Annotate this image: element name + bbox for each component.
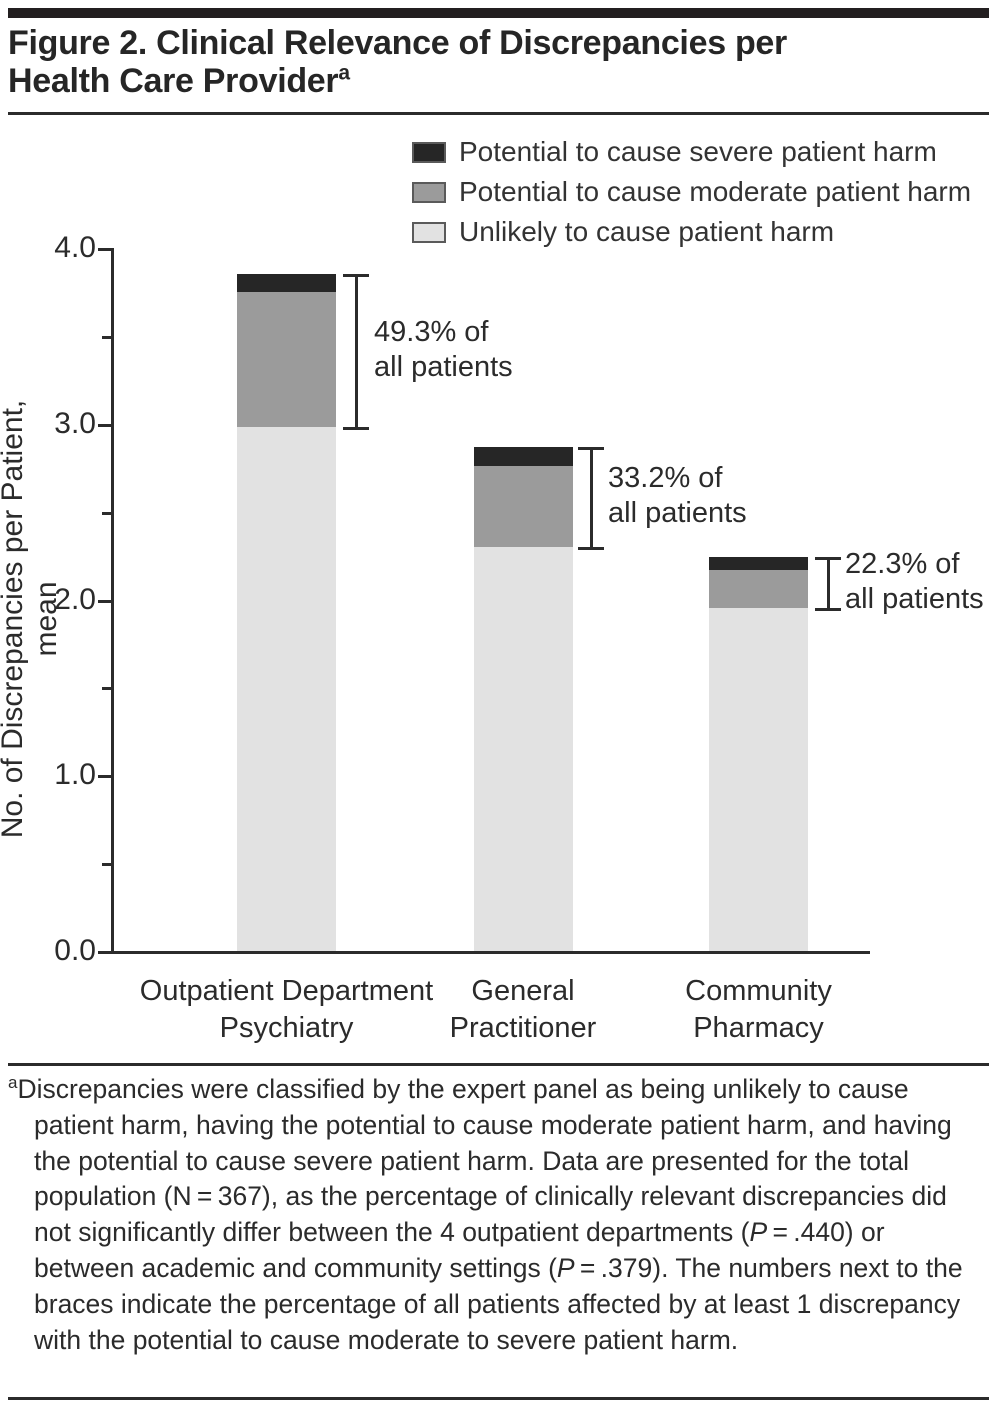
bar-segment (473, 546, 573, 951)
y-axis-major-tick (98, 775, 111, 779)
footnote-italic-segment: P (556, 1252, 575, 1283)
legend-label: Unlikely to cause patient harm (459, 216, 835, 247)
legend-item-severe: Potential to cause severe patient harm (412, 136, 937, 167)
footnote-superscript: a (8, 1073, 18, 1093)
figure-title-line2: Health Care Provider (8, 62, 339, 100)
legend-swatch-moderate-icon (412, 181, 446, 203)
figure-title-line1: Figure 2. Clinical Relevance of Discrepa… (8, 24, 787, 62)
brace-cap-top (578, 446, 604, 450)
bar-segment (237, 427, 336, 951)
y-axis-minor-tick (102, 511, 111, 515)
brace-cap-top (815, 557, 841, 561)
y-axis-major-tick (98, 248, 111, 251)
x-axis-line (108, 951, 870, 954)
brace-cap-bottom (578, 546, 604, 550)
y-axis-tick-label: 0.0 (54, 934, 96, 967)
legend-label: Potential to cause severe patient harm (459, 136, 937, 167)
y-axis-tick-label: 2.0 (54, 582, 96, 616)
bar-segment (709, 569, 808, 609)
title-rule (8, 112, 989, 115)
x-axis-category-line: Outpatient Department (139, 975, 434, 1007)
y-axis-major-tick (98, 599, 111, 603)
brace-annotation-label: 49.3% of all patients (374, 315, 513, 385)
brace-annotation-label: 22.3% of all patients (845, 547, 984, 617)
legend-swatch-unlikely-icon (412, 221, 446, 243)
x-axis-category-label: Community Pharmacy (599, 973, 919, 1047)
x-axis-category-line: Psychiatry (219, 1012, 354, 1044)
brace-line (590, 446, 593, 547)
legend-item-unlikely: Unlikely to cause patient harm (412, 216, 834, 247)
footnote-segment: = .440) or between academic and communit… (34, 1217, 885, 1283)
y-axis-minor-tick (102, 335, 111, 339)
brace-cap-bottom (815, 608, 841, 612)
brace-annotation-line: 22.3% of (845, 547, 960, 580)
footnote-segment: = .379). The numbers next to the braces … (34, 1252, 963, 1355)
bar-segment (237, 291, 336, 428)
x-axis-category-line: Practitioner (449, 1012, 597, 1044)
y-axis-major-tick (98, 423, 111, 427)
x-axis-category-label: General Practitioner (363, 973, 683, 1047)
bar-segment (709, 608, 808, 951)
y-axis-tick-label: 4.0 (54, 231, 96, 264)
y-axis-line (111, 248, 114, 954)
top-rule (8, 8, 989, 18)
bar-segment (237, 274, 336, 292)
brace-annotation-label: 33.2% of all patients (608, 461, 747, 531)
brace-cap-bottom (343, 427, 369, 431)
y-axis-major-tick (98, 951, 111, 954)
brace-annotation-line: 49.3% of (374, 315, 489, 348)
legend-label: Potential to cause moderate patient harm (459, 176, 972, 207)
footnote-segment: Discrepancies were classified by the exp… (17, 1074, 952, 1248)
x-axis-category-line: Pharmacy (693, 1012, 824, 1044)
legend-item-moderate: Potential to cause moderate patient harm (412, 176, 971, 207)
y-axis-tick-label: 3.0 (54, 406, 96, 440)
x-axis-category-line: Community (685, 975, 832, 1007)
bar-segment (473, 465, 573, 547)
x-axis-category-label: Outpatient Department Psychiatry (127, 973, 447, 1047)
y-axis-minor-tick (102, 687, 111, 691)
footnote-italic-segment: P (749, 1217, 768, 1248)
footnote: aDiscrepancies were classified by the ex… (8, 1072, 984, 1358)
brace-line (827, 557, 830, 609)
bottom-rule (8, 1397, 989, 1400)
y-axis-tick-label: 1.0 (54, 758, 96, 792)
figure-title-superscript: a (338, 61, 350, 85)
legend-swatch-severe-icon (412, 141, 446, 163)
footnote-rule (8, 1063, 989, 1066)
y-axis-minor-tick (102, 863, 111, 867)
brace-annotation-line: all patients (845, 582, 984, 615)
brace-annotation-line: all patients (608, 496, 747, 529)
figure-title: Figure 2. Clinical Relevance of Discrepa… (8, 24, 983, 100)
brace-annotation-line: 33.2% of (608, 461, 723, 494)
bar-segment (473, 446, 573, 466)
x-axis-category-line: General (471, 975, 575, 1007)
bar-segment (709, 557, 808, 570)
brace-line (355, 274, 358, 428)
brace-annotation-line: all patients (374, 350, 513, 383)
brace-cap-top (343, 274, 369, 278)
